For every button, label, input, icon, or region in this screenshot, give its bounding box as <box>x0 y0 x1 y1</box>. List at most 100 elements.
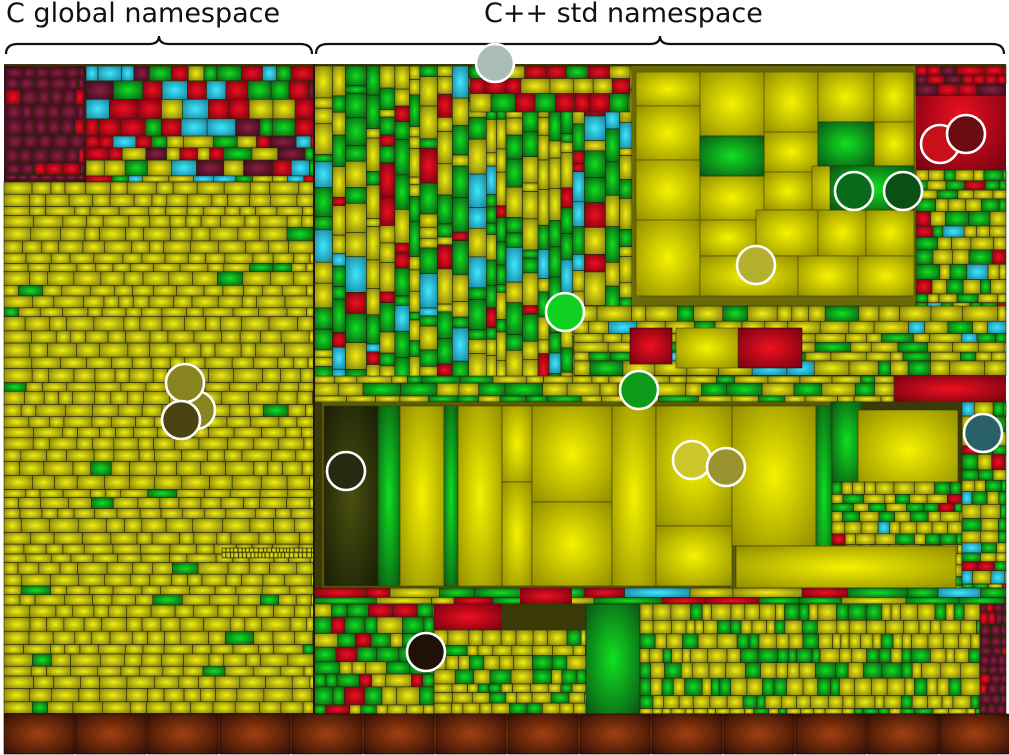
std-strip-cell <box>522 156 539 184</box>
std-strip-cell <box>560 259 574 293</box>
c-yellow-cell <box>277 356 294 369</box>
std-low-right-cell <box>693 708 708 715</box>
c-yellow-cell <box>253 630 274 645</box>
std-strip-cell <box>437 131 453 164</box>
c-yellow-cell <box>93 252 124 264</box>
c-yellow-cell <box>112 543 141 555</box>
std-strip-cell <box>409 220 421 257</box>
std-midband-cell <box>972 320 988 334</box>
std-right-cell <box>942 225 965 238</box>
c-yellow-cell <box>286 215 303 228</box>
c-yellow-cell <box>215 688 238 703</box>
c-maroon-cell <box>79 162 85 176</box>
std-low-cell <box>433 669 456 685</box>
c-yellow-cell <box>291 263 307 273</box>
c-yellow-cell <box>68 193 93 207</box>
c-yellow-cell <box>305 263 315 273</box>
c-yellow-cell <box>53 532 83 545</box>
c-top-cell <box>223 147 253 161</box>
c-yellow-cell <box>53 675 81 689</box>
c-yellow-cell <box>95 263 114 273</box>
std-strip-cell <box>560 152 574 189</box>
c-yellow-cell <box>291 675 311 689</box>
std-mid-right-cell <box>885 503 907 512</box>
c-maroon-cell <box>23 67 36 79</box>
std-strip-cell <box>345 85 367 94</box>
std-edge-cell <box>1003 401 1007 417</box>
c-yellow-cell <box>258 644 274 655</box>
c-yellow-cell <box>28 630 54 645</box>
c-yellow-cell <box>31 356 61 369</box>
std-low-right-cell <box>901 633 912 650</box>
bottom-brown-cell <box>939 713 1009 755</box>
c-yellow-cell <box>221 330 241 344</box>
std-yellow-block <box>797 255 859 297</box>
c-yellow-cell <box>204 382 230 392</box>
c-yellow-cell <box>117 553 142 563</box>
std-low-edge-cell <box>979 624 991 637</box>
c-stripe-cell <box>238 551 243 559</box>
std-low-right-cell <box>784 619 803 635</box>
std-low-right-cell <box>936 677 950 696</box>
c-top-cell <box>121 147 147 161</box>
c-maroon-cell <box>78 148 85 164</box>
c-yellow-cell <box>141 404 163 417</box>
std-top-cell <box>490 93 516 113</box>
std-strip-cell <box>419 138 438 149</box>
c-maroon-cell <box>78 77 85 90</box>
c-yellow-cell <box>92 553 118 563</box>
std-red-block <box>434 604 502 630</box>
c-yellow-cell <box>255 342 285 358</box>
bottom-brown-cell <box>867 713 939 755</box>
std-low-right-cell <box>736 633 750 650</box>
c-yellow-cell <box>114 285 133 297</box>
c-yellow-cell <box>117 404 143 417</box>
std-edge-cell <box>961 401 975 417</box>
c-yellow-cell <box>39 307 63 317</box>
c-top-cell <box>287 175 305 183</box>
std-low-right-cell <box>639 695 654 709</box>
c-yellow-cell <box>76 342 100 358</box>
std-low-right-cell <box>757 648 778 664</box>
std-midband-cell <box>588 320 609 334</box>
std-right-cell <box>926 180 947 191</box>
std-row-cell <box>831 375 861 384</box>
std-strip-cell <box>522 191 539 220</box>
std-low-right-cell <box>717 619 731 635</box>
c-top-cell <box>272 159 292 177</box>
c-yellow-cell <box>222 285 244 297</box>
std-low-right-cell <box>762 677 775 696</box>
std-edge-cell <box>992 469 1007 481</box>
std-strip-cell <box>419 349 438 367</box>
std-strip-cell <box>584 254 606 273</box>
c-yellow-cell <box>230 532 260 545</box>
std-low-left-cell <box>419 686 435 706</box>
c-top-cell <box>85 175 113 183</box>
c-yellow-cell <box>136 532 153 545</box>
c-yellow-cell <box>227 562 250 575</box>
bottom-brown-cell <box>75 713 147 755</box>
std-low-right-cell <box>648 648 664 664</box>
c-yellow-cell <box>87 307 103 317</box>
std-low-cell <box>561 669 577 685</box>
c-top-cell <box>148 65 172 82</box>
std-strip-cell <box>522 257 539 274</box>
std-low-left-cell <box>423 616 435 634</box>
marker-olive-3 <box>164 362 206 404</box>
c-top-cell <box>151 135 168 149</box>
std-low-right-cell <box>682 648 691 664</box>
c-yellow-cell <box>200 688 216 703</box>
std-edge-cell <box>961 542 982 554</box>
std-midband-cell <box>824 305 860 322</box>
std-low-right-cell <box>966 708 976 715</box>
std-low-right-cell <box>815 662 836 679</box>
std-low-right-cell <box>878 648 892 664</box>
std-strip-cell <box>366 184 381 219</box>
std-mid-right-cell <box>874 533 896 545</box>
c-top-cell <box>109 99 139 120</box>
std-low-cell <box>469 655 485 671</box>
std-mid-right-cell <box>859 511 880 523</box>
std-row-cell <box>457 395 480 403</box>
c-yellow-cell <box>140 553 170 563</box>
std-right-cell <box>966 263 989 280</box>
